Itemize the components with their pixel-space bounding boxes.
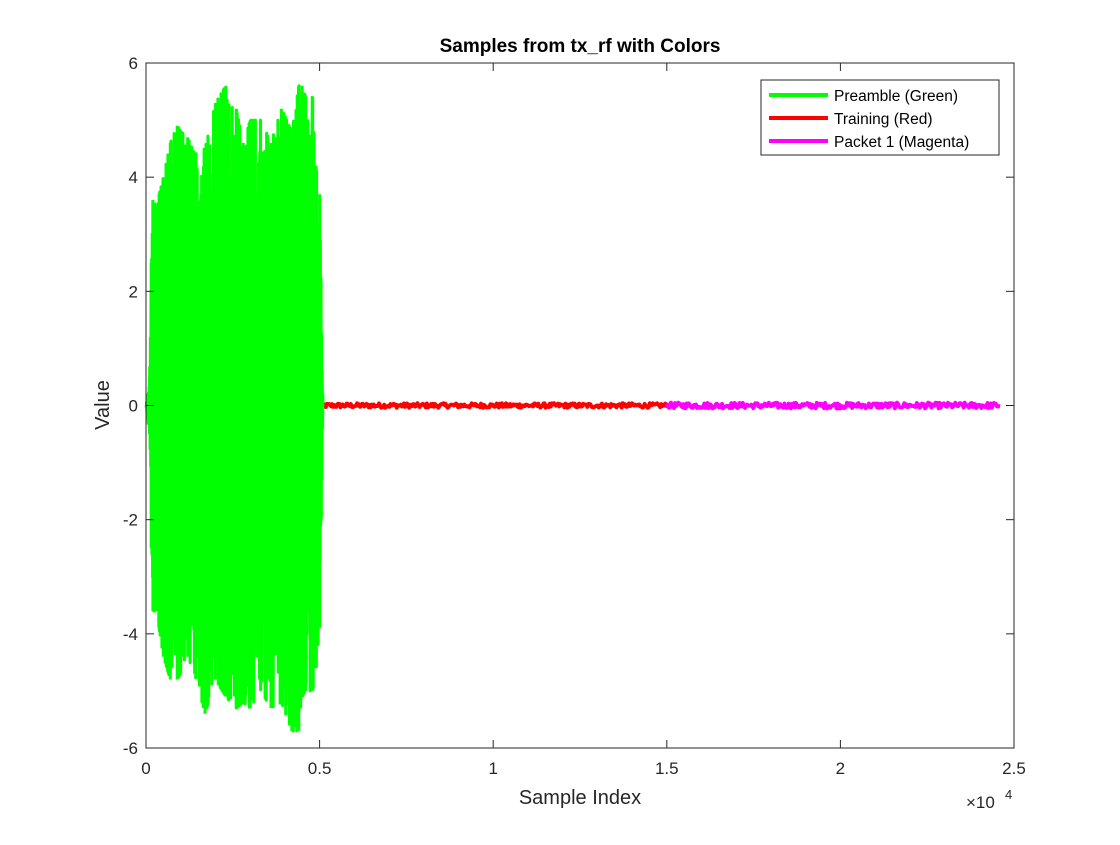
x-exponent-power: 4 <box>1005 787 1012 802</box>
series-line-2 <box>664 400 1002 411</box>
y-tick-label: 6 <box>129 54 138 73</box>
x-tick-label: 0.5 <box>308 759 332 778</box>
y-tick-label: 0 <box>129 397 138 416</box>
x-tick-label: 2 <box>836 759 845 778</box>
x-tick-label: 1 <box>488 759 497 778</box>
series-line-0 <box>144 84 325 733</box>
y-axis-label: Value <box>92 380 114 430</box>
series-1 <box>317 401 669 410</box>
x-exponent: ×10 4 <box>966 787 1012 812</box>
legend-label-training: Training (Red) <box>834 111 933 128</box>
y-tick-label: -6 <box>123 739 138 758</box>
x-tick-label: 0 <box>141 759 150 778</box>
x-tick-label: 2.5 <box>1002 759 1026 778</box>
x-exponent-base: ×10 <box>966 793 995 812</box>
y-tick-label: -4 <box>123 625 138 644</box>
legend-label-preamble: Preamble (Green) <box>834 88 958 105</box>
chart-title: Samples from tx_rf with Colors <box>440 36 721 57</box>
y-tick-label: 2 <box>129 282 138 301</box>
ticks-layer: 0 0.5 1 1.5 2 2.5 -6 -4 -2 0 2 4 6 <box>123 54 1026 778</box>
y-tick-label: -2 <box>123 511 138 530</box>
legend-label-packet: Packet 1 (Magenta) <box>834 134 969 151</box>
data-layer <box>144 84 1002 733</box>
y-tick-label: 4 <box>129 168 138 187</box>
series-0 <box>144 84 325 733</box>
series-2 <box>664 400 1002 411</box>
series-line-1 <box>317 401 669 410</box>
x-axis-label: Sample Index <box>519 787 641 809</box>
x-tick-label: 1.5 <box>655 759 679 778</box>
legend: Preamble (Green) Training (Red) Packet 1… <box>760 79 1000 156</box>
